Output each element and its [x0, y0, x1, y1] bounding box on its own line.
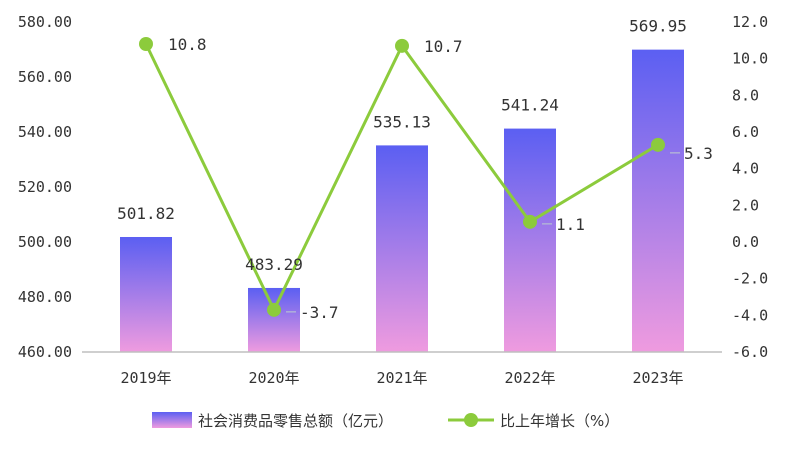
left-tick-label: 560.00: [18, 68, 72, 86]
left-tick-label: 460.00: [18, 343, 72, 361]
bar-data-label: 541.24: [501, 96, 559, 115]
right-tick-label: -4.0: [732, 306, 768, 324]
right-tick-label: -6.0: [732, 343, 768, 361]
bar-series: [120, 49, 684, 352]
right-tick-label: 10.0: [732, 50, 768, 68]
category-label: 2022年: [504, 369, 555, 387]
legend: 社会消费品零售总额（亿元） 比上年增长（%）: [152, 412, 619, 430]
legend-bar-swatch: [152, 412, 192, 428]
right-tick-label: -2.0: [732, 270, 768, 288]
left-tick-label: 540.00: [18, 123, 72, 141]
growth-data-label: 1.1: [556, 215, 585, 234]
growth-data-label: 5.3: [684, 144, 713, 163]
bar: [120, 236, 172, 352]
bar-data-labels: 501.82 483.29 535.13 541.24 569.95: [117, 17, 687, 274]
bar: [376, 145, 428, 352]
left-tick-label: 480.00: [18, 288, 72, 306]
left-tick-label: 500.00: [18, 233, 72, 251]
right-y-axis: -6.0 -4.0 -2.0 0.0 2.0 4.0 6.0 8.0 10.0 12.0: [732, 13, 768, 361]
growth-marker: [267, 302, 281, 317]
right-tick-label: 12.0: [732, 13, 768, 31]
growth-data-label: 10.8: [168, 35, 207, 54]
category-label: 2023年: [632, 369, 683, 387]
bar-data-label: 501.82: [117, 204, 175, 223]
bar: [504, 128, 556, 352]
line-series: 10.8 -3.7 10.7 1.1 5.3: [139, 35, 713, 322]
bar-data-label: 535.13: [373, 112, 431, 131]
left-y-axis: 460.00 480.00 500.00 520.00 540.00 560.00 580.…: [18, 13, 72, 361]
right-tick-label: 2.0: [732, 196, 759, 214]
bar: [248, 287, 300, 352]
category-label: 2021年: [376, 369, 427, 387]
growth-data-label: 10.7: [424, 37, 463, 56]
growth-marker: [651, 137, 665, 152]
growth-marker: [139, 37, 153, 51]
left-tick-label: 520.00: [18, 178, 72, 196]
growth-marker: [523, 214, 537, 229]
left-tick-label: 580.00: [18, 13, 72, 31]
right-tick-label: 6.0: [732, 123, 759, 141]
bar-data-label: 569.95: [629, 17, 687, 36]
bar: [632, 49, 684, 352]
growth-data-label: -3.7: [300, 303, 339, 322]
category-label: 2020年: [248, 369, 299, 387]
legend-line-label: 比上年增长（%）: [500, 412, 619, 430]
right-tick-label: 0.0: [732, 233, 759, 251]
bar-data-label: 483.29: [245, 255, 303, 274]
right-tick-label: 8.0: [732, 86, 759, 104]
category-label: 2019年: [120, 369, 171, 387]
legend-bar-label: 社会消费品零售总额（亿元）: [198, 412, 393, 430]
growth-marker: [395, 38, 409, 53]
right-tick-label: 4.0: [732, 160, 759, 178]
legend-line-marker: [464, 413, 478, 427]
x-axis-categories: 2019年 2020年 2021年 2022年 2023年: [120, 369, 683, 387]
